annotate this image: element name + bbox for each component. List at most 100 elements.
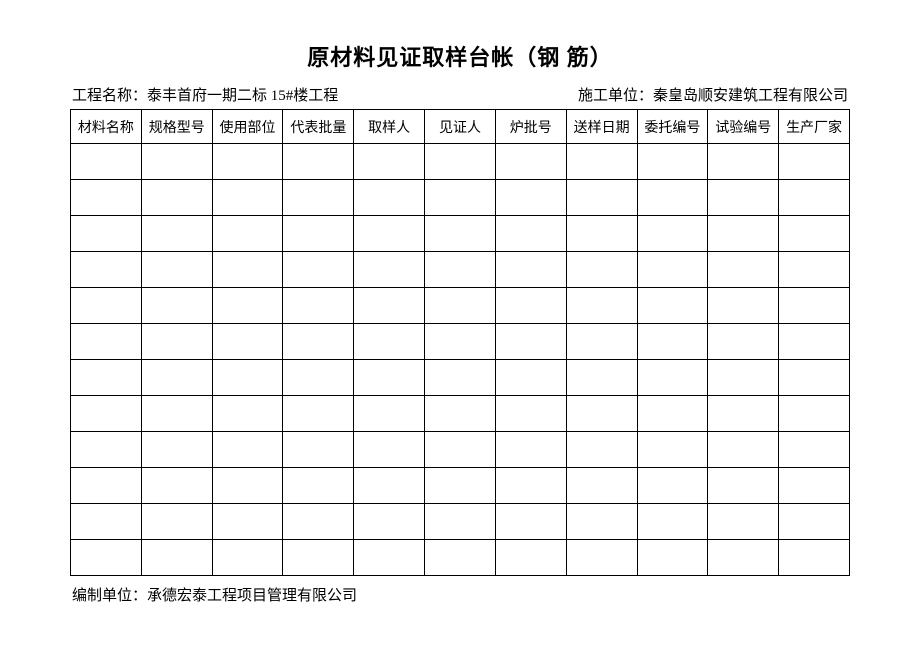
table-cell bbox=[779, 504, 850, 540]
table-cell bbox=[283, 144, 354, 180]
table-row bbox=[71, 252, 850, 288]
table-row bbox=[71, 180, 850, 216]
project-name-field: 工程名称：泰丰首府一期二标 15#楼工程 bbox=[72, 84, 338, 105]
table-cell bbox=[354, 504, 425, 540]
table-cell bbox=[141, 540, 212, 576]
table-cell bbox=[779, 252, 850, 288]
table-cell bbox=[212, 540, 283, 576]
table-cell bbox=[566, 468, 637, 504]
table-cell bbox=[71, 288, 142, 324]
table-cell bbox=[71, 180, 142, 216]
table-cell bbox=[708, 180, 779, 216]
table-cell bbox=[212, 468, 283, 504]
table-cell bbox=[566, 396, 637, 432]
table-cell bbox=[566, 144, 637, 180]
table-cell bbox=[566, 180, 637, 216]
table-cell bbox=[283, 504, 354, 540]
table-cell bbox=[354, 252, 425, 288]
page-title: 原材料见证取样台帐（钢 筋） bbox=[70, 40, 850, 72]
table-cell bbox=[141, 432, 212, 468]
table-cell bbox=[425, 216, 496, 252]
table-cell bbox=[779, 360, 850, 396]
table-cell bbox=[71, 324, 142, 360]
table-cell bbox=[637, 540, 708, 576]
table-cell bbox=[495, 360, 566, 396]
table-cell bbox=[566, 252, 637, 288]
table-row bbox=[71, 288, 850, 324]
table-cell bbox=[354, 216, 425, 252]
table-cell bbox=[212, 216, 283, 252]
table-cell bbox=[425, 432, 496, 468]
table-cell bbox=[495, 252, 566, 288]
table-cell bbox=[708, 216, 779, 252]
table-cell bbox=[71, 396, 142, 432]
table-cell bbox=[212, 252, 283, 288]
construction-unit-field: 施工单位：秦皇岛顺安建筑工程有限公司 bbox=[578, 84, 848, 105]
table-cell bbox=[495, 144, 566, 180]
col-furnace-batch: 炉批号 bbox=[495, 110, 566, 144]
table-cell bbox=[779, 468, 850, 504]
table-cell bbox=[779, 288, 850, 324]
table-cell bbox=[141, 360, 212, 396]
table-cell bbox=[495, 504, 566, 540]
table-cell bbox=[425, 324, 496, 360]
table-cell bbox=[637, 180, 708, 216]
table-cell bbox=[425, 540, 496, 576]
table-cell bbox=[354, 432, 425, 468]
table-row bbox=[71, 504, 850, 540]
table-cell bbox=[495, 432, 566, 468]
table-cell bbox=[283, 252, 354, 288]
table-cell bbox=[141, 324, 212, 360]
table-cell bbox=[637, 360, 708, 396]
table-cell bbox=[212, 360, 283, 396]
col-sampler: 取样人 bbox=[354, 110, 425, 144]
table-cell bbox=[212, 288, 283, 324]
table-cell bbox=[637, 504, 708, 540]
compiler-label: 编制单位： bbox=[72, 588, 147, 604]
project-name: 泰丰首府一期二标 15#楼工程 bbox=[147, 88, 338, 104]
table-row bbox=[71, 360, 850, 396]
table-cell bbox=[425, 504, 496, 540]
header-info: 工程名称：泰丰首府一期二标 15#楼工程 施工单位：秦皇岛顺安建筑工程有限公司 bbox=[70, 84, 850, 105]
table-cell bbox=[495, 288, 566, 324]
table-cell bbox=[141, 216, 212, 252]
table-cell bbox=[354, 324, 425, 360]
table-cell bbox=[779, 144, 850, 180]
table-cell bbox=[283, 432, 354, 468]
table-cell bbox=[141, 252, 212, 288]
table-header-row: 材料名称 规格型号 使用部位 代表批量 取样人 见证人 炉批号 送样日期 委托编… bbox=[71, 110, 850, 144]
table-cell bbox=[708, 504, 779, 540]
table-cell bbox=[779, 540, 850, 576]
table-cell bbox=[495, 540, 566, 576]
table-cell bbox=[637, 216, 708, 252]
table-cell bbox=[566, 432, 637, 468]
table-cell bbox=[495, 396, 566, 432]
table-cell bbox=[283, 540, 354, 576]
table-cell bbox=[495, 180, 566, 216]
table-cell bbox=[708, 144, 779, 180]
table-cell bbox=[141, 504, 212, 540]
col-use-location: 使用部位 bbox=[212, 110, 283, 144]
col-batch: 代表批量 bbox=[283, 110, 354, 144]
footer-info: 编制单位：承德宏泰工程项目管理有限公司 bbox=[70, 584, 850, 605]
compiler-unit: 承德宏泰工程项目管理有限公司 bbox=[147, 588, 357, 604]
col-send-date: 送样日期 bbox=[566, 110, 637, 144]
table-cell bbox=[425, 180, 496, 216]
table-cell bbox=[779, 324, 850, 360]
table-cell bbox=[495, 468, 566, 504]
table-cell bbox=[637, 396, 708, 432]
table-cell bbox=[354, 360, 425, 396]
construction-unit: 秦皇岛顺安建筑工程有限公司 bbox=[653, 88, 848, 104]
table-cell bbox=[283, 288, 354, 324]
table-cell bbox=[354, 144, 425, 180]
table-cell bbox=[566, 216, 637, 252]
col-manufacturer: 生产厂家 bbox=[779, 110, 850, 144]
table-cell bbox=[637, 432, 708, 468]
table-cell bbox=[637, 252, 708, 288]
table-cell bbox=[637, 288, 708, 324]
table-cell bbox=[708, 252, 779, 288]
col-spec-model: 规格型号 bbox=[141, 110, 212, 144]
table-cell bbox=[71, 504, 142, 540]
table-cell bbox=[566, 288, 637, 324]
table-cell bbox=[566, 504, 637, 540]
